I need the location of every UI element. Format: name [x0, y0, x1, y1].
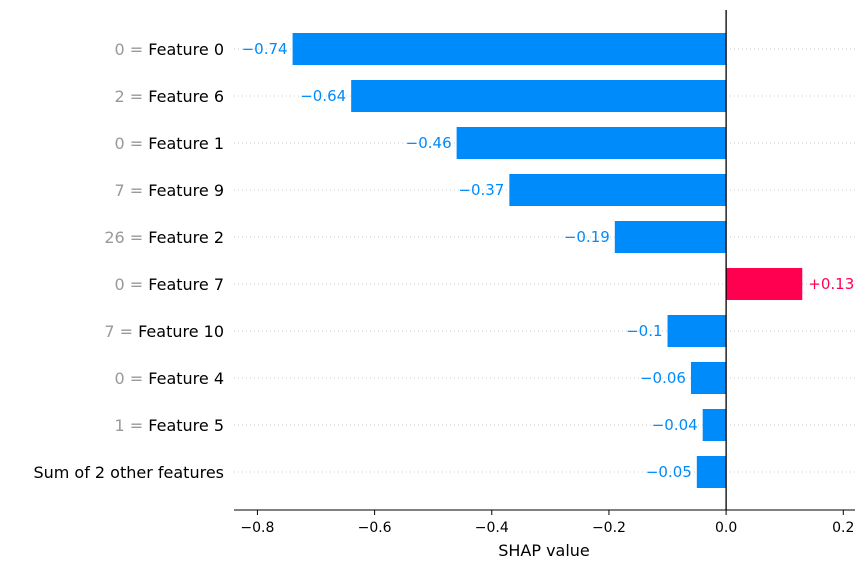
- bar-feature-2: [614, 221, 727, 253]
- feature-name: Feature 5: [148, 416, 224, 435]
- x-tick-label: −0.6: [358, 520, 392, 536]
- feature-value-prefix: 0 =: [115, 275, 149, 294]
- feature-label-feature-9: 7 = Feature 9: [115, 181, 225, 200]
- x-tick-label: −0.8: [240, 520, 274, 536]
- feature-label-feature-0: 0 = Feature 0: [115, 40, 225, 59]
- feature-value-prefix: 7 =: [115, 181, 149, 200]
- bar-feature-6: [351, 80, 727, 112]
- bar-feature-4: [690, 362, 727, 394]
- value-label-feature-1: −0.46: [406, 134, 452, 152]
- value-label-feature-7: +0.13: [808, 275, 854, 293]
- feature-label-feature-5: 1 = Feature 5: [115, 416, 225, 435]
- x-tick-label: −0.2: [592, 520, 626, 536]
- bars: [292, 33, 803, 488]
- feature-label-feature-1: 0 = Feature 1: [115, 134, 225, 153]
- bar-feature-0: [292, 33, 727, 65]
- feature-labels: 0 = Feature 0 2 = Feature 6 0 = Feature 1 7…: [33, 40, 224, 482]
- feature-value-prefix: 0 =: [115, 40, 149, 59]
- feature-label-sum-of-2-other-features: Sum of 2 other features: [33, 463, 224, 482]
- feature-value-prefix: 1 =: [115, 416, 149, 435]
- bar-feature-1: [456, 127, 727, 159]
- value-label-feature-5: −0.04: [652, 416, 698, 434]
- feature-label-feature-7: 0 = Feature 7: [115, 275, 225, 294]
- feature-name: Feature 0: [148, 40, 224, 59]
- feature-value-prefix: 0 =: [115, 134, 149, 153]
- x-axis-label: SHAP value: [498, 541, 590, 560]
- x-axis: −0.8 −0.6 −0.4 −0.2 0.0 0.2: [234, 509, 855, 536]
- value-label-feature-4: −0.06: [640, 369, 686, 387]
- feature-name: Feature 9: [148, 181, 224, 200]
- x-ticks: −0.8 −0.6 −0.4 −0.2 0.0 0.2: [240, 510, 854, 536]
- feature-label-feature-10: 7 = Feature 10: [104, 322, 224, 341]
- row-guides: [234, 48, 855, 473]
- feature-name: Feature 10: [138, 322, 224, 341]
- value-label-feature-9: −0.37: [458, 181, 504, 199]
- bar-feature-7: [726, 268, 803, 300]
- feature-value-prefix: 7 =: [104, 322, 138, 341]
- feature-value-prefix: 26 =: [104, 228, 148, 247]
- x-tick-label: −0.4: [475, 520, 509, 536]
- value-labels: −0.74 −0.64 −0.46 −0.37 −0.19 +0.13 −0.1 −0.06 −…: [242, 40, 855, 481]
- x-tick-label: 0.2: [832, 520, 854, 536]
- value-label-feature-6: −0.64: [300, 87, 346, 105]
- feature-name: Feature 1: [148, 134, 224, 153]
- value-label-feature-2: −0.19: [564, 228, 610, 246]
- feature-label-feature-6: 2 = Feature 6: [115, 87, 225, 106]
- feature-name: Sum of 2 other features: [33, 463, 224, 482]
- value-label-feature-0: −0.74: [242, 40, 288, 58]
- feature-label-feature-2: 26 = Feature 2: [104, 228, 224, 247]
- bar-sum-of-2-other-features: [696, 456, 727, 488]
- feature-name: Feature 2: [148, 228, 224, 247]
- value-label-sum-of-2-other-features: −0.05: [646, 463, 692, 481]
- bar-feature-10: [667, 315, 727, 347]
- value-label-feature-10: −0.1: [626, 322, 662, 340]
- feature-name: Feature 6: [148, 87, 224, 106]
- feature-name: Feature 7: [148, 275, 224, 294]
- feature-label-feature-4: 0 = Feature 4: [115, 369, 225, 388]
- feature-name: Feature 4: [148, 369, 224, 388]
- x-tick-label: 0.0: [715, 520, 737, 536]
- feature-value-prefix: 2 =: [115, 87, 149, 106]
- bar-feature-5: [702, 409, 727, 441]
- bar-feature-9: [509, 174, 727, 206]
- feature-value-prefix: 0 =: [115, 369, 149, 388]
